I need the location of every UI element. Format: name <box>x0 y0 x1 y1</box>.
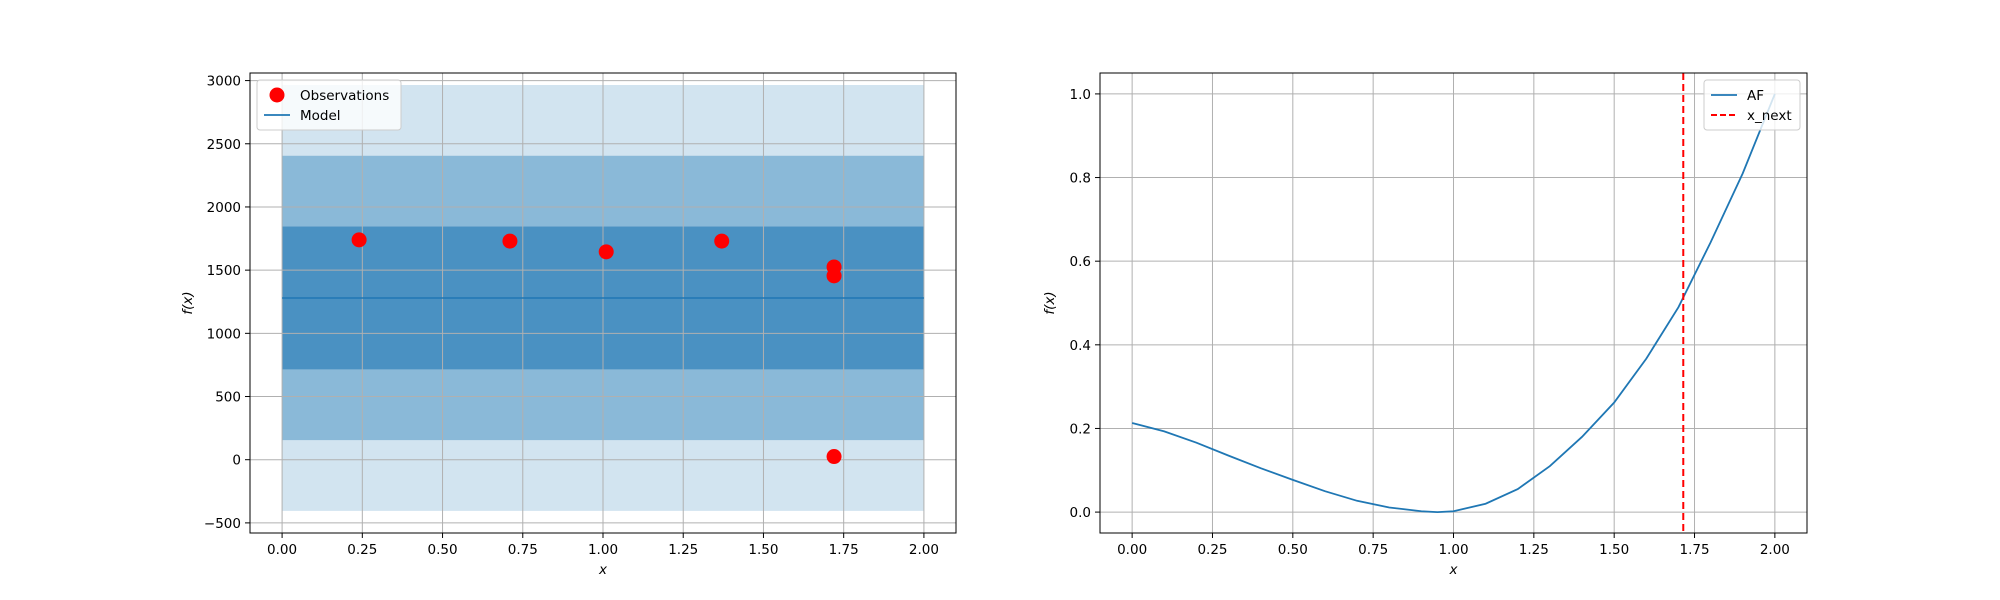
y-tick-label: 2500 <box>207 137 241 153</box>
x-tick-label: 2.00 <box>1760 542 1790 558</box>
grid-lines <box>1100 73 1807 533</box>
y-tick-label: 0.4 <box>1070 338 1091 354</box>
axes-frame <box>1099 72 1808 534</box>
x-tick-label: 0.25 <box>1197 542 1227 558</box>
x-tick-label: 1.00 <box>1438 542 1468 558</box>
x-tick-label: 1.50 <box>748 542 778 558</box>
y-tick-label: 0.6 <box>1070 254 1091 270</box>
observation-point-1 <box>351 232 367 248</box>
legend: Observations Model <box>256 79 402 131</box>
x-tick-label: 1.75 <box>1679 542 1709 558</box>
observation-point-7 <box>826 449 842 465</box>
x-tick-label: 0.75 <box>1358 542 1388 558</box>
legend-label: Observations <box>300 88 389 104</box>
observation-point-6 <box>826 268 842 284</box>
x-tick-label: 1.25 <box>1519 542 1549 558</box>
chart-panel-1: 0.00 0.25 0.50 0.75 1.00 1.25 1.50 1.75 2.00 −500… <box>180 72 957 578</box>
x-tick-label: 0.75 <box>508 542 538 558</box>
x-tick-label: 1.50 <box>1599 542 1629 558</box>
y-tick-label: 3000 <box>207 74 241 90</box>
x-axis-label: x <box>598 562 608 578</box>
y-tick-label: 1000 <box>207 326 241 342</box>
x-tick-label: 0.00 <box>1117 542 1147 558</box>
x-tick-label: 0.50 <box>1278 542 1308 558</box>
y-tick-label: 0.0 <box>1070 505 1091 521</box>
observation-point-3 <box>598 244 614 260</box>
legend-marker-observations <box>269 87 285 103</box>
y-axis-label: f(x) <box>180 291 196 314</box>
legend-label: AF <box>1747 88 1764 104</box>
x-tick-label: 1.00 <box>588 542 618 558</box>
x-tick-label: 2.00 <box>909 542 939 558</box>
x-tick-label: 1.75 <box>829 542 859 558</box>
y-tick-label: 1500 <box>207 263 241 279</box>
x-tick-label: 1.25 <box>668 542 698 558</box>
x-tick-label: 0.50 <box>428 542 458 558</box>
plot-content <box>282 232 924 465</box>
legend-label: x_next <box>1747 108 1792 124</box>
legend: AF x_next <box>1703 79 1801 131</box>
y-tick-label: 0 <box>232 453 241 469</box>
y-tick-label: 2000 <box>207 200 241 216</box>
y-tick-label: 0.2 <box>1070 421 1091 437</box>
af-curve <box>1131 93 1776 513</box>
chart-panel-2: 0.00 0.25 0.50 0.75 1.00 1.25 1.50 1.75 2.00 0.0 0… <box>1042 72 1808 578</box>
legend-label: Model <box>300 108 341 124</box>
plot-content <box>1131 73 1776 533</box>
observation-point-2 <box>502 233 518 249</box>
y-tick-label: 0.8 <box>1070 171 1091 187</box>
observation-point-4 <box>714 233 730 249</box>
y-tick-label: −500 <box>204 516 241 532</box>
legend-box <box>256 79 402 131</box>
y-tick-label: 500 <box>215 390 241 406</box>
y-axis-label: f(x) <box>1042 291 1058 314</box>
y-tick-label: 1.0 <box>1070 87 1091 103</box>
x-tick-label: 0.00 <box>267 542 297 558</box>
x-axis-label: x <box>1449 562 1459 578</box>
axes-frame <box>249 72 957 534</box>
x-tick-label: 0.25 <box>347 542 377 558</box>
legend-box <box>1703 79 1801 131</box>
